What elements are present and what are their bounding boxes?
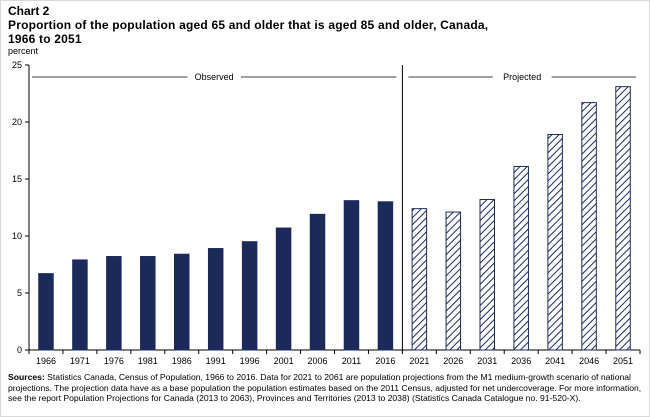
y-tick-label: 25: [12, 60, 22, 70]
y-tick-labels: 0 5 10 15 20 25: [12, 60, 22, 355]
x-tick-label: 1991: [206, 356, 226, 366]
bar-observed: [309, 213, 326, 351]
chart-title-line2: 1966 to 2051: [8, 32, 82, 46]
x-tick-label: 1966: [36, 356, 56, 366]
y-tick-label: 0: [17, 345, 22, 355]
x-tick-label: 2001: [274, 356, 294, 366]
bar-observed: [377, 201, 394, 351]
y-tick-label: 20: [12, 117, 22, 127]
bar-observed: [174, 253, 190, 351]
x-tick-labels: 1966 1971 1976 1981 1986 1991 1996 2001 2006 2011…: [36, 356, 633, 366]
bar-observed: [275, 227, 292, 351]
bar-projected: [547, 134, 563, 351]
y-tick-label: 5: [17, 288, 22, 298]
bar-observed: [343, 200, 360, 351]
x-tick-label: 1971: [70, 356, 90, 366]
x-tick-label: 2011: [342, 356, 361, 366]
x-tick-label: 2006: [308, 356, 328, 366]
period-observed-label: Observed: [195, 72, 234, 82]
bar-observed: [38, 273, 54, 351]
sources-note: Sources: Statistics Canada, Census of Po…: [8, 372, 642, 404]
x-tick-label: 2051: [613, 356, 633, 366]
x-tick-label: 1996: [240, 356, 260, 366]
bar-projected: [479, 199, 495, 351]
y-tick-label: 10: [12, 231, 22, 241]
x-tick-label: 1986: [172, 356, 192, 366]
x-tick-label: 2026: [443, 356, 463, 366]
bar-observed: [140, 256, 156, 351]
x-tick-label: 2031: [477, 356, 497, 366]
bar-projected: [615, 86, 631, 351]
x-tick-label: 1981: [138, 356, 158, 366]
x-tick-label: 2021: [409, 356, 429, 366]
x-tick-label: 2046: [579, 356, 599, 366]
x-tick-label: 2041: [545, 356, 565, 366]
bars: [38, 86, 631, 351]
sources-text: Statistics Canada, Census of Population,…: [8, 372, 642, 404]
bar-observed: [241, 241, 258, 351]
bar-observed: [106, 256, 122, 351]
chart-label: Chart 2: [8, 4, 50, 18]
bar-projected: [513, 165, 529, 351]
y-axis-unit: percent: [8, 46, 39, 56]
bar-observed: [72, 259, 88, 351]
bar-projected: [411, 208, 428, 351]
bar-projected: [581, 102, 597, 351]
x-tick-label: 2036: [511, 356, 531, 366]
sources-label: Sources:: [8, 372, 45, 382]
period-projected-label: Projected: [503, 72, 541, 82]
x-tick-label: 1976: [104, 356, 124, 366]
axes: [25, 64, 641, 354]
chart-title-line1: Proportion of the population aged 65 and…: [8, 18, 489, 32]
y-tick-label: 15: [12, 174, 22, 184]
bar-projected: [445, 211, 462, 351]
chart-header: Chart 2 Proportion of the population age…: [8, 4, 608, 46]
x-tick-label: 2016: [375, 356, 395, 366]
period-labels: Observed Projected: [32, 72, 636, 82]
bar-observed: [207, 248, 224, 351]
chart-title: Proportion of the population aged 65 and…: [8, 18, 608, 46]
